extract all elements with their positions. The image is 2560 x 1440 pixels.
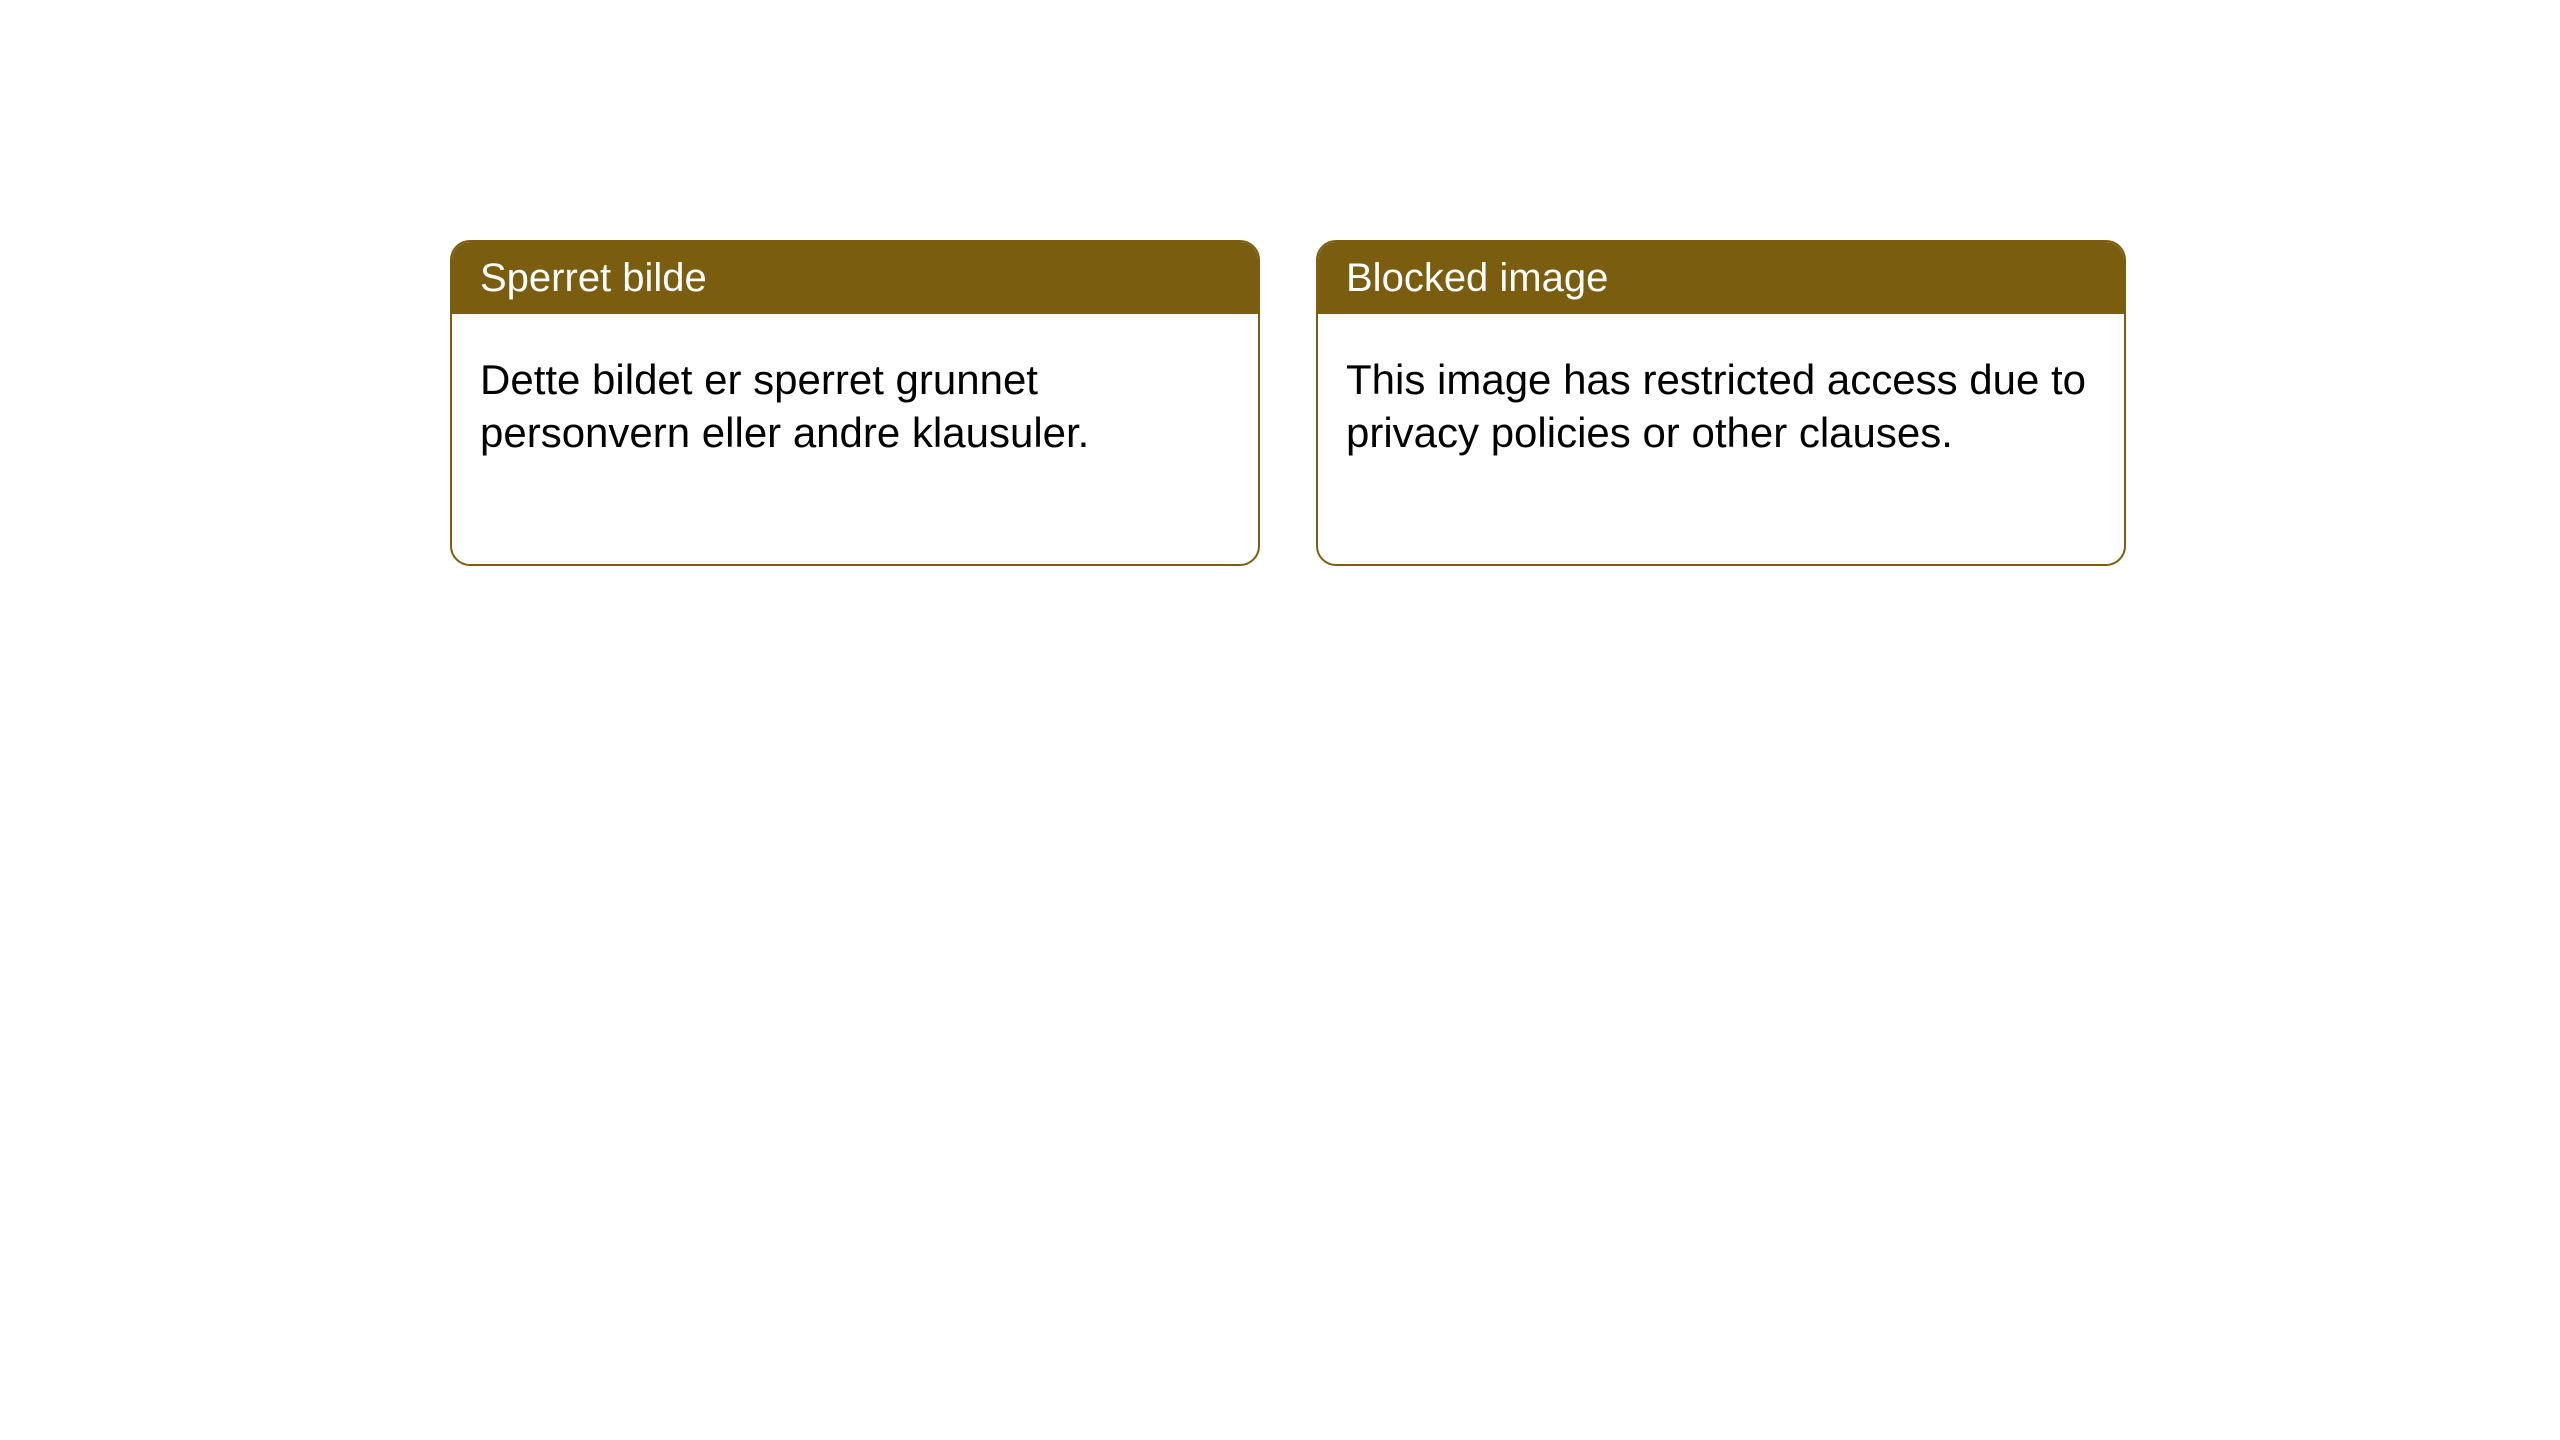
card-body-text: This image has restricted access due to … — [1346, 356, 2086, 456]
card-body-text: Dette bildet er sperret grunnet personve… — [480, 356, 1089, 456]
card-body: Dette bildet er sperret grunnet personve… — [452, 314, 1258, 564]
notice-cards-container: Sperret bilde Dette bildet er sperret gr… — [450, 240, 2126, 566]
card-header: Sperret bilde — [452, 242, 1258, 314]
notice-card-norwegian: Sperret bilde Dette bildet er sperret gr… — [450, 240, 1260, 566]
card-header-text: Blocked image — [1346, 256, 1608, 300]
card-header-text: Sperret bilde — [480, 256, 707, 300]
notice-card-english: Blocked image This image has restricted … — [1316, 240, 2126, 566]
card-body: This image has restricted access due to … — [1318, 314, 2124, 564]
card-header: Blocked image — [1318, 242, 2124, 314]
